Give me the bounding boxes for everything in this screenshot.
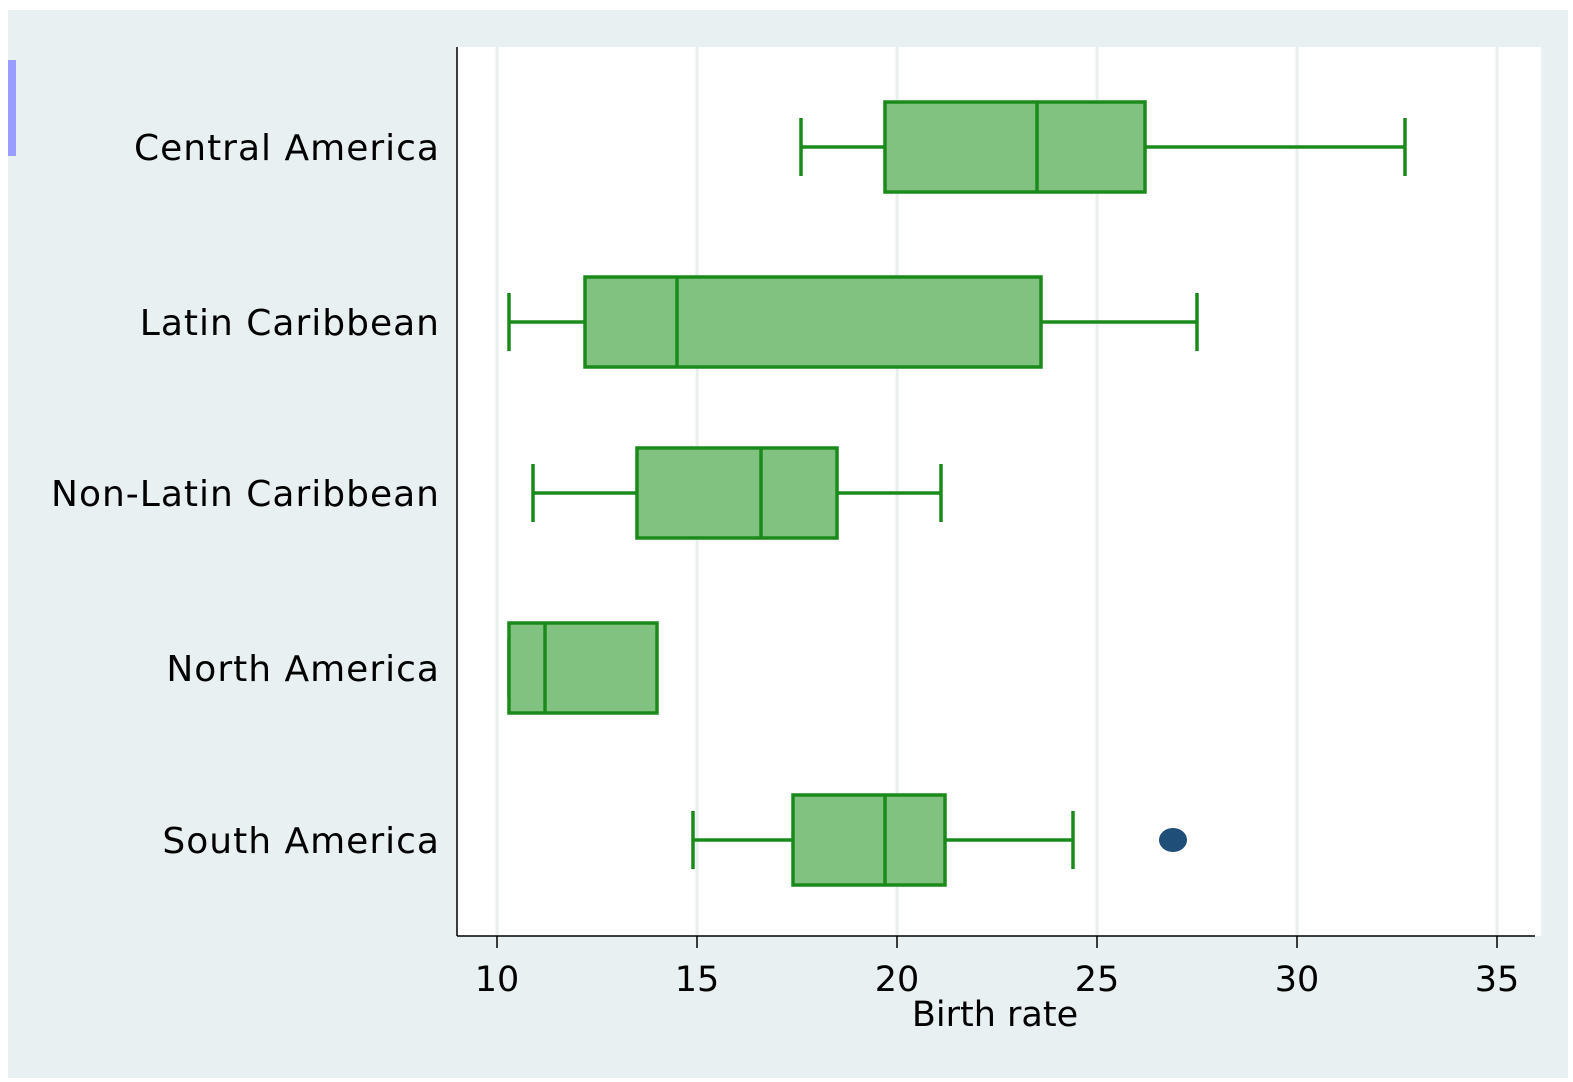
x-tick-label-10: 10	[475, 960, 520, 1000]
axis-layer: 10 15 20 25 30 35	[456, 47, 1535, 1000]
iqr-box	[507, 621, 659, 715]
box-group-central-america	[799, 100, 1407, 194]
category-label-south-america: South America	[162, 821, 440, 862]
outlier-point	[1159, 828, 1187, 852]
x-tick-label-35: 35	[1475, 960, 1520, 1000]
box-group-south-america	[691, 793, 1187, 887]
x-tick-label-15: 15	[675, 960, 720, 1000]
box-group-non-latin-caribbean	[531, 446, 943, 540]
iqr-box	[883, 100, 1147, 194]
x-tick-label-30: 30	[1275, 960, 1320, 1000]
iqr-box	[583, 275, 1043, 369]
category-label-central-america: Central America	[134, 128, 440, 169]
x-tick-label-20: 20	[875, 960, 920, 1000]
iqr-box	[791, 793, 947, 887]
box-group-north-america	[507, 621, 659, 715]
x-tick-label-25: 25	[1075, 960, 1120, 1000]
x-axis-title: Birth rate	[912, 995, 1078, 1035]
category-label-north-america: North America	[166, 649, 440, 690]
iqr-box	[635, 446, 839, 540]
box-layer	[507, 100, 1407, 887]
category-labels: Central America Latin Caribbean Non-Latin …	[51, 128, 440, 862]
left-accent-bar	[8, 60, 16, 156]
category-label-non-latin-caribbean: Non-Latin Caribbean	[51, 474, 440, 515]
category-label-latin-caribbean: Latin Caribbean	[140, 303, 440, 344]
box-group-latin-caribbean	[507, 275, 1199, 369]
